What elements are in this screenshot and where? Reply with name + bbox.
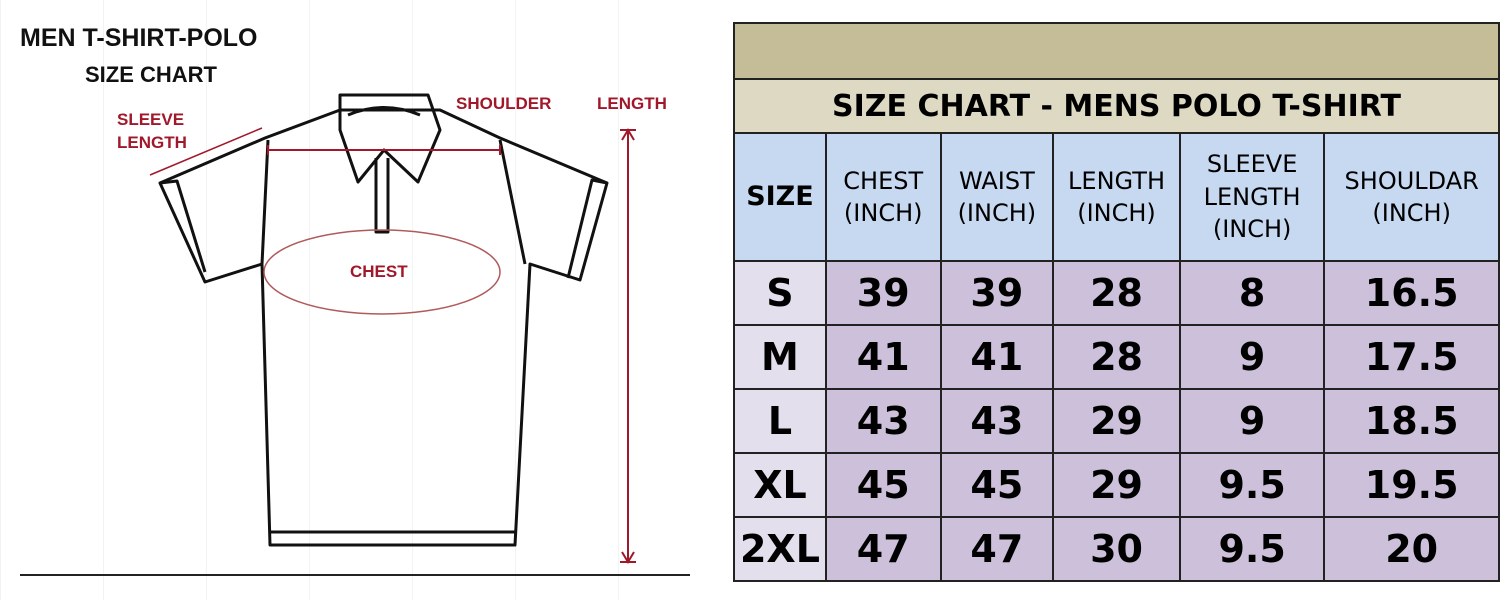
label-sleeve-1: SLEEVE	[117, 110, 185, 129]
size-cell: L	[733, 388, 827, 454]
polo-shirt-diagram	[20, 93, 690, 576]
size-cell: 2XL	[733, 516, 827, 582]
header-text: (INCH)	[1372, 199, 1451, 227]
value-cell: 43	[939, 388, 1055, 454]
table-top-band	[733, 22, 1500, 80]
label-shoulder: SHOULDER	[456, 94, 552, 113]
size-cell: M	[733, 324, 827, 390]
label-sleeve-2: LENGTH	[117, 133, 187, 152]
column-header: WAIST (INCH)	[939, 132, 1055, 262]
value-cell: 9	[1178, 388, 1326, 454]
column-header: LENGTH (INCH)	[1052, 132, 1181, 262]
column-header: SLEEVE LENGTH (INCH)	[1178, 132, 1326, 262]
value-cell: 45	[824, 452, 942, 518]
header-text: (INCH)	[1077, 199, 1156, 227]
table-title: SIZE CHART - MENS POLO T-SHIRT	[733, 78, 1500, 134]
value-cell: 18.5	[1323, 388, 1500, 454]
value-cell: 20	[1323, 516, 1500, 582]
value-cell: 29	[1052, 388, 1181, 454]
column-header: CHEST (INCH)	[824, 132, 942, 262]
value-cell: 8	[1178, 260, 1326, 326]
size-cell: XL	[733, 452, 827, 518]
value-cell: 9.5	[1178, 452, 1326, 518]
header-text: LENGTH	[1068, 166, 1165, 195]
size-table: SIZE CHART - MENS POLO T-SHIRT SIZE CHEST…	[733, 22, 1500, 582]
size-cell: S	[733, 260, 827, 326]
value-cell: 19.5	[1323, 452, 1500, 518]
column-header: SHOULDAR (INCH)	[1323, 132, 1500, 262]
value-cell: 47	[824, 516, 942, 582]
value-cell: 29	[1052, 452, 1181, 518]
value-cell: 17.5	[1323, 324, 1500, 390]
table-row: XL 45 45 29 9.5 19.5	[733, 452, 1500, 518]
value-cell: 41	[939, 324, 1055, 390]
diagram-subtitle: SIZE CHART	[85, 62, 217, 87]
header-text: SIZE	[746, 180, 814, 212]
value-cell: 16.5	[1323, 260, 1500, 326]
shirt-outline	[158, 93, 609, 547]
header-text: LENGTH	[1203, 182, 1301, 211]
table-row: 2XL 47 47 30 9.5 20	[733, 516, 1500, 582]
value-cell: 39	[939, 260, 1055, 326]
table-header-row: SIZE CHEST (INCH) WAIST (INCH) LENGTH (INCH) SL…	[733, 132, 1500, 262]
value-cell: 28	[1052, 260, 1181, 326]
header-text: (INCH)	[843, 199, 923, 227]
header-text: SLEEVE	[1206, 150, 1298, 179]
table-row: L 43 43 29 9 18.5	[733, 388, 1500, 454]
value-cell: 47	[939, 516, 1055, 582]
value-cell: 41	[824, 324, 942, 390]
value-cell: 9.5	[1178, 516, 1326, 582]
background-grid	[0, 0, 720, 600]
value-cell: 28	[1052, 324, 1181, 390]
column-header: SIZE	[733, 132, 827, 262]
value-cell: 43	[824, 388, 942, 454]
table-row: S 39 39 28 8 16.5	[733, 260, 1500, 326]
label-chest: CHEST	[350, 262, 408, 281]
header-text: CHEST	[843, 166, 924, 195]
value-cell: 9	[1178, 324, 1326, 390]
header-text: (INCH)	[957, 199, 1037, 227]
label-length: LENGTH	[597, 94, 667, 113]
value-cell: 30	[1052, 516, 1181, 582]
value-cell: 39	[824, 260, 942, 326]
diagram-title: MEN T-SHIRT-POLO	[20, 24, 258, 52]
value-cell: 45	[939, 452, 1055, 518]
measurement-lines	[149, 127, 636, 564]
header-text: (INCH)	[1212, 215, 1292, 244]
header-text: WAIST	[958, 166, 1035, 195]
header-text: SHOULDAR	[1344, 166, 1479, 195]
table-row: M 41 41 28 9 17.5	[733, 324, 1500, 390]
